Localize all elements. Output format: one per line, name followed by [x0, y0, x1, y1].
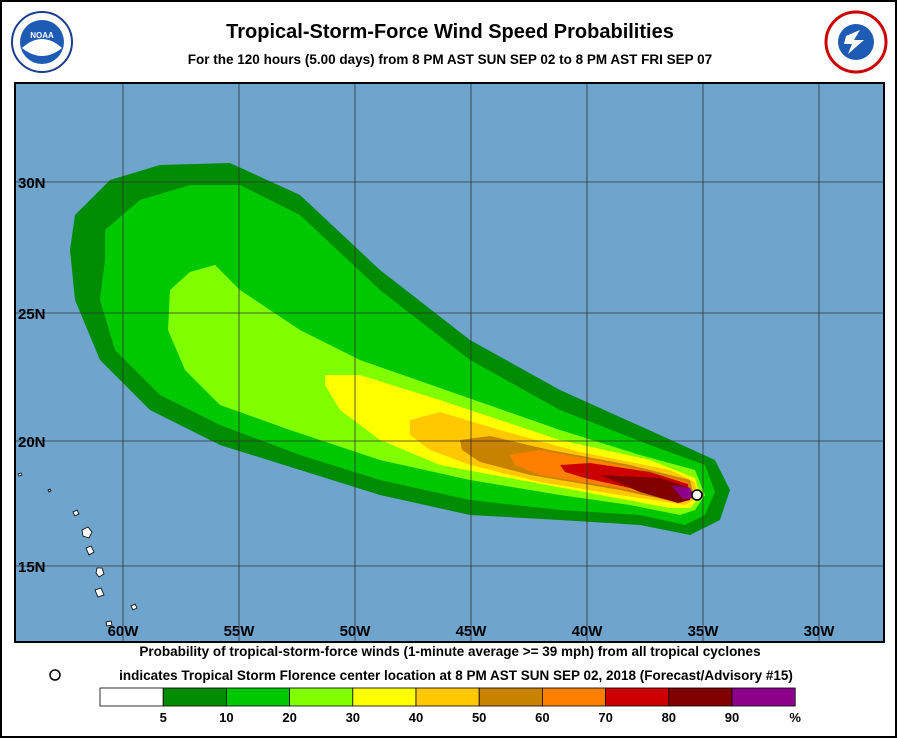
legend-label: 5: [160, 710, 167, 725]
latitude-label: 15N: [18, 559, 46, 576]
subtitle: For the 120 hours (5.00 days) from 8 PM …: [188, 52, 712, 67]
legend-label: 20: [282, 710, 296, 725]
footer-line1: Probability of tropical-storm-force wind…: [139, 644, 760, 659]
legend-swatch: [668, 687, 733, 707]
latitude-label: 20N: [18, 434, 46, 451]
nws-logo: [824, 10, 888, 74]
legend-swatch: [99, 687, 164, 707]
longitude-label: 55W: [224, 623, 256, 640]
islands: [17, 472, 138, 627]
noaa-logo: NOAA: [11, 11, 73, 73]
storm-center: [691, 489, 703, 501]
longitude-label: 40W: [572, 623, 604, 640]
legend-swatch: [415, 687, 480, 707]
legend-swatch: [478, 687, 543, 707]
footer-line2: indicates Tropical Storm Florence center…: [119, 668, 793, 683]
legend-label: 60: [535, 710, 549, 725]
probability-swath: [70, 163, 730, 535]
longitude-label: 45W: [456, 623, 488, 640]
logo-text: NOAA: [30, 31, 54, 40]
map-border: [14, 82, 885, 643]
latitude-label: 25N: [18, 306, 46, 323]
legend-swatch: [605, 687, 670, 707]
legend-swatch: [289, 687, 354, 707]
legend-label: 70: [598, 710, 612, 725]
center-symbol: [49, 669, 61, 681]
longitude-label: 60W: [108, 623, 140, 640]
latitude-label: 30N: [18, 175, 46, 192]
legend-label: 90: [725, 710, 739, 725]
title: Tropical-Storm-Force Wind Speed Probabil…: [226, 21, 674, 43]
longitude-label: 50W: [340, 623, 372, 640]
graticule: 30N 25N 20N 15N 60W 55W 50W 45W 40W 35W 30W: [15, 83, 884, 642]
legend-swatch: [225, 687, 290, 707]
longitude-label: 30W: [804, 623, 836, 640]
legend-unit: %: [789, 710, 801, 725]
legend-swatch: [731, 687, 796, 707]
legend-swatch: [162, 687, 227, 707]
legend-label: 80: [662, 710, 676, 725]
probability-band: [672, 486, 695, 499]
legend-swatch: [542, 687, 607, 707]
longitude-label: 35W: [688, 623, 720, 640]
legend: 5 10 20 30 40 50 60 70 80 90%: [99, 687, 801, 725]
legend-label: 10: [219, 710, 233, 725]
legend-label: 50: [472, 710, 486, 725]
probability-band: [600, 475, 690, 503]
legend-label: 40: [409, 710, 423, 725]
legend-label: 30: [346, 710, 360, 725]
legend-swatch: [352, 687, 417, 707]
